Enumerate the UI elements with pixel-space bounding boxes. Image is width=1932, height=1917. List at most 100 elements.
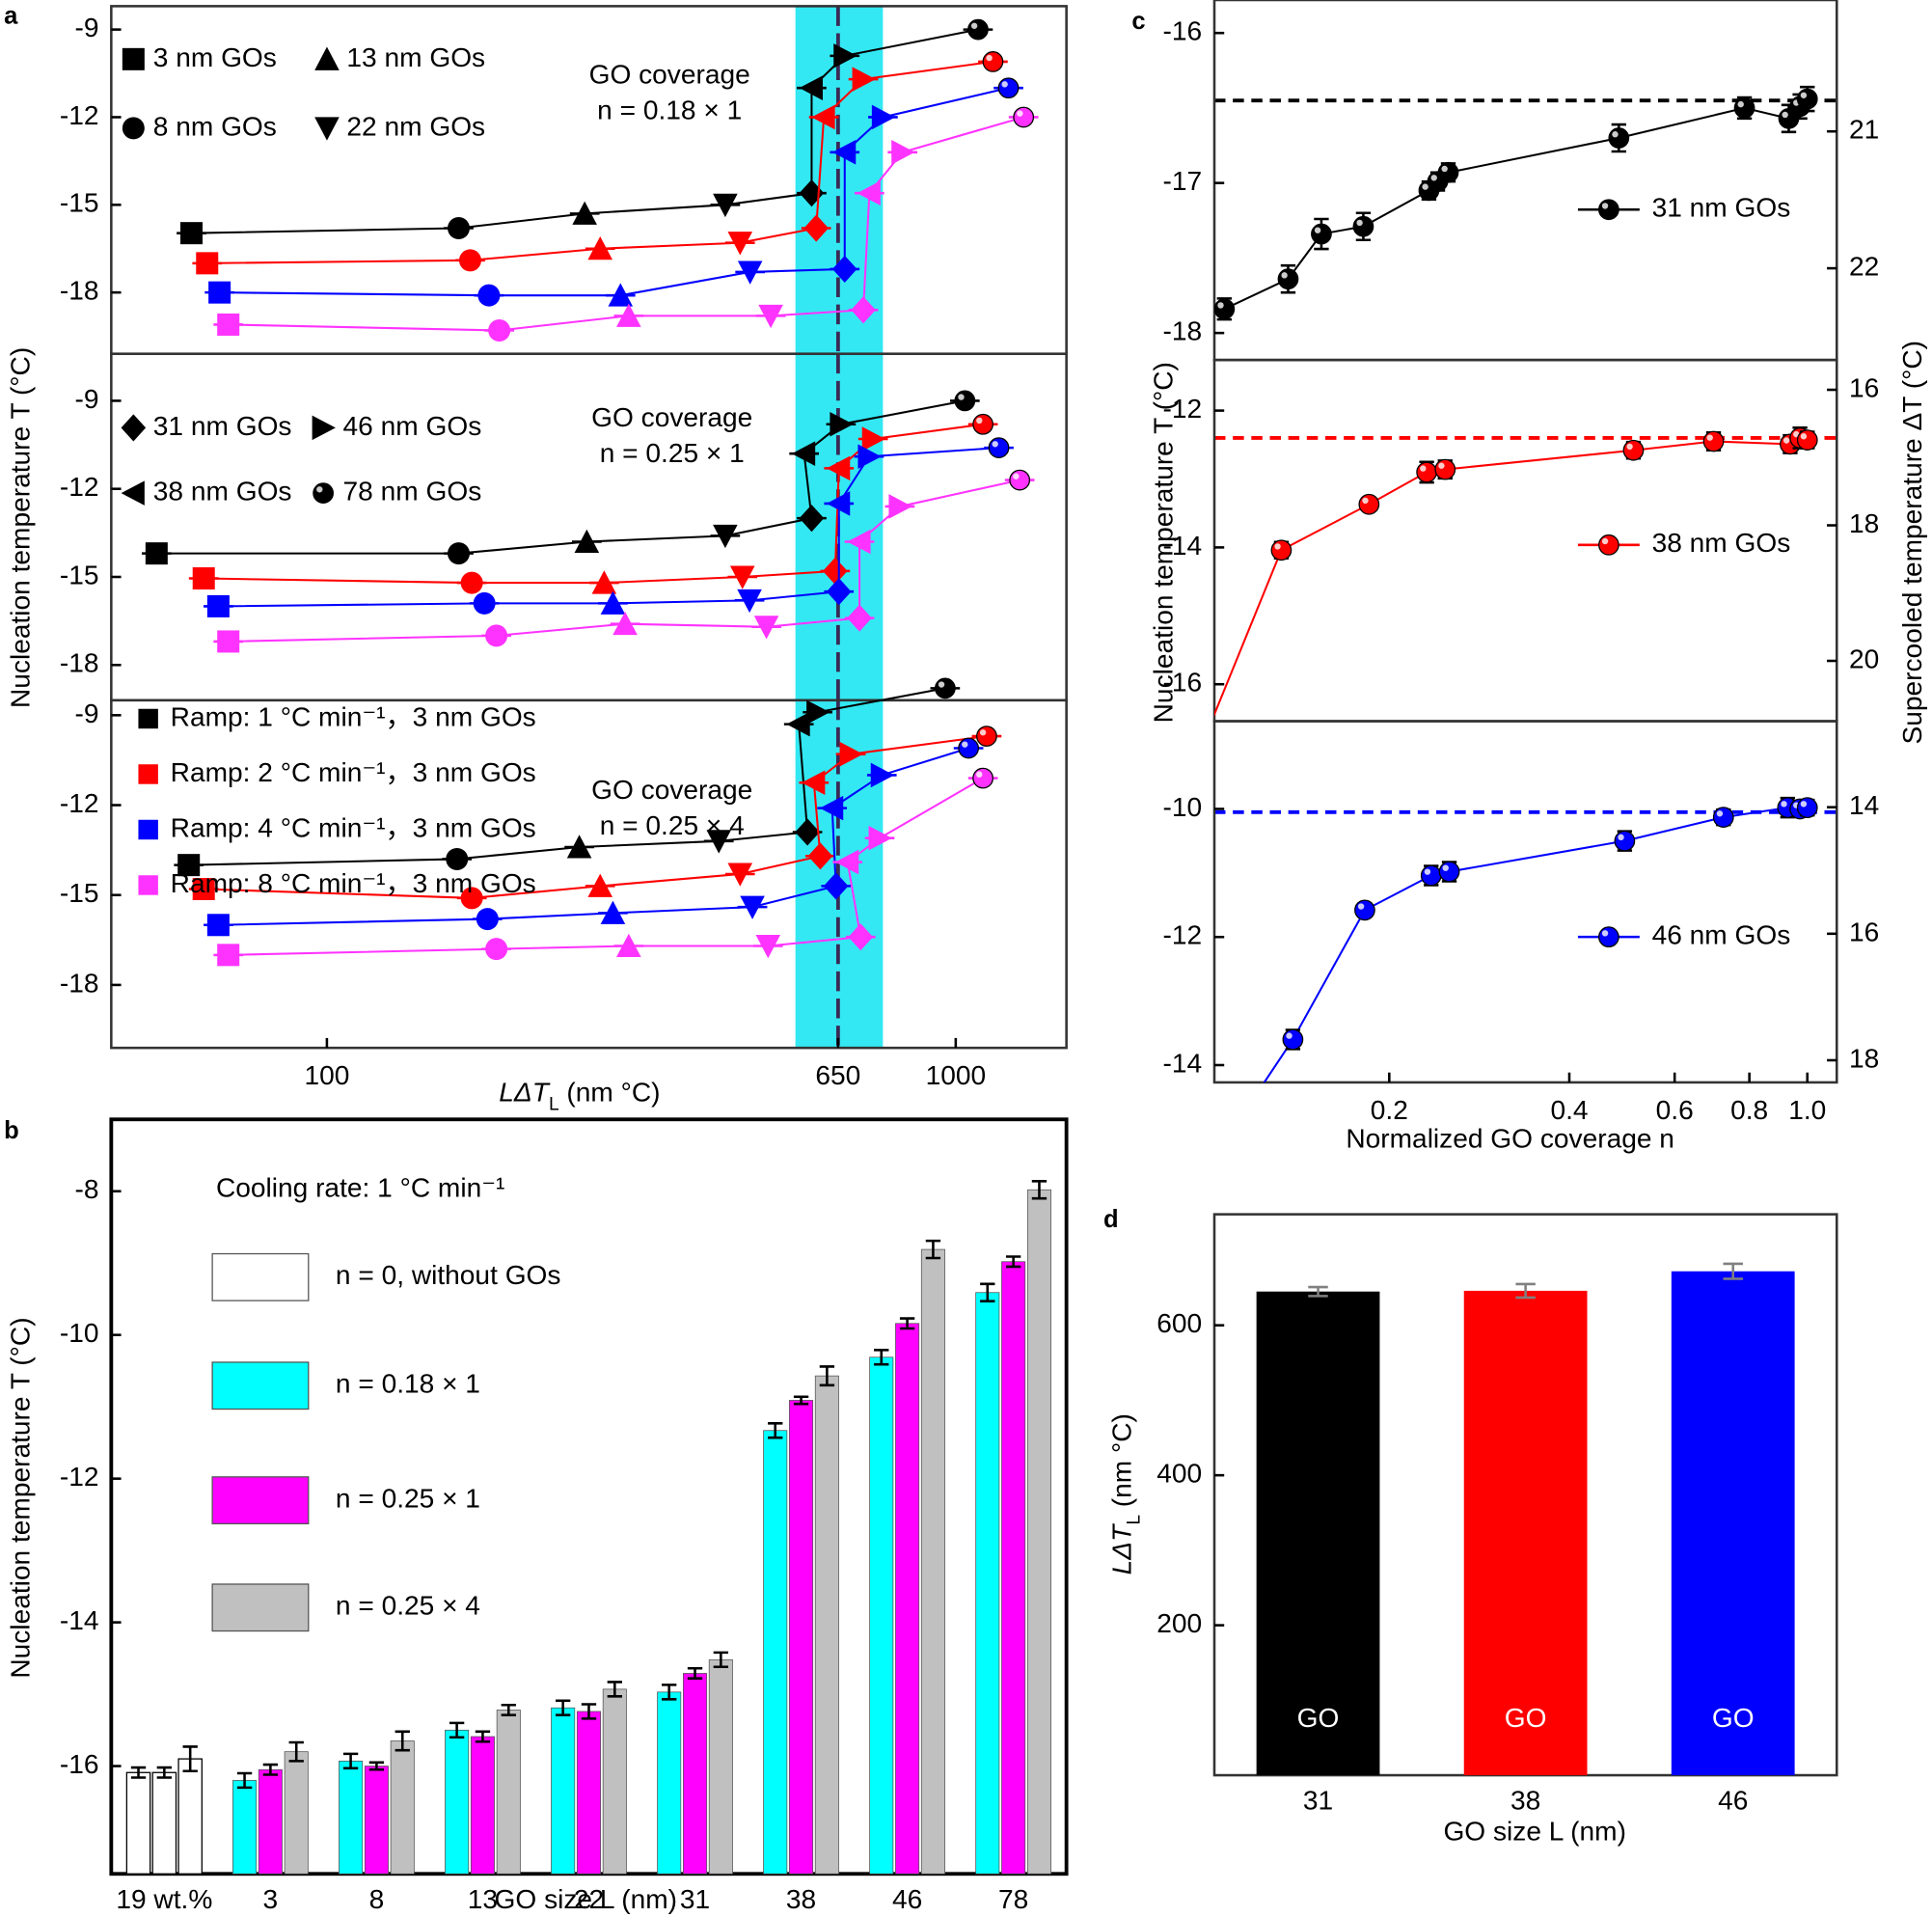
marker <box>616 303 641 327</box>
marker-highlight <box>1430 175 1437 181</box>
marker <box>713 524 738 549</box>
marker <box>1181 763 1200 782</box>
legend-swatch <box>211 1361 310 1410</box>
legend-swatch <box>211 1252 310 1301</box>
annotation: n = 0.18 × 1 <box>597 96 742 125</box>
marker <box>811 104 835 130</box>
x-tick-label: THF <box>138 1913 191 1917</box>
error-bar <box>925 1239 941 1260</box>
error-bar <box>899 1317 915 1330</box>
marker <box>1213 298 1236 320</box>
marker <box>888 494 912 519</box>
legend-label: 8 nm GOs <box>153 111 277 141</box>
error-bar <box>182 1745 198 1773</box>
bar <box>683 1673 708 1875</box>
marker <box>826 578 852 606</box>
marker <box>587 873 612 897</box>
axis-label: LΔTL (nm °C) <box>1107 1413 1144 1575</box>
marker <box>1622 439 1645 461</box>
marker <box>806 699 830 726</box>
marker-highlight <box>1001 81 1008 88</box>
bar <box>602 1688 627 1875</box>
legend-label: 31 nm GOs <box>153 411 292 441</box>
bar <box>869 1356 894 1875</box>
panel: -8 -10 -12 -14 -16 b Nucleation temperature T … <box>4 1117 1069 1917</box>
marker <box>851 296 876 324</box>
marker <box>591 570 617 594</box>
y2-tick-label: 18 <box>1849 1043 1879 1073</box>
error-bar <box>130 1766 147 1779</box>
marker <box>145 542 168 565</box>
bar <box>151 1771 177 1875</box>
error-bar <box>713 1651 729 1669</box>
marker <box>758 304 783 329</box>
marker-highlight <box>1217 302 1224 309</box>
marker <box>217 313 240 336</box>
bar <box>339 1760 364 1875</box>
y-tick-label: -15 <box>60 188 99 218</box>
y2-tick-label: 20 <box>1849 644 1879 673</box>
marker-highlight <box>1356 219 1363 227</box>
x-tick-label: 31 <box>1303 1786 1333 1816</box>
marker <box>179 222 203 245</box>
marker-highlight <box>938 681 945 688</box>
marker <box>737 589 762 614</box>
bar <box>920 1248 945 1875</box>
panel: -10 -12 -14 14 16 18 0.2 0.4 0.6 0.8 1.0 Normalized… <box>1163 720 1879 1203</box>
legend-marker <box>1598 199 1619 221</box>
legend-label: 46 nm GOs <box>1652 920 1791 950</box>
y-tick-label: -15 <box>60 878 99 908</box>
marker <box>737 260 763 285</box>
bar <box>1001 1261 1026 1875</box>
marker-highlight <box>1017 110 1023 117</box>
marker <box>1614 830 1636 852</box>
axis-label-part: LΔT <box>499 1078 550 1108</box>
annotation: GO coverage <box>591 775 752 805</box>
marker <box>972 413 993 435</box>
marker <box>857 180 881 205</box>
error-bar <box>687 1666 703 1680</box>
error-bar <box>395 1730 410 1752</box>
bar-label: GO <box>1712 1703 1755 1733</box>
marker <box>834 849 859 875</box>
series-group <box>1181 796 1818 1203</box>
y2-tick-label: 21 <box>1849 115 1879 145</box>
marker <box>740 895 765 919</box>
marker <box>485 624 508 647</box>
marker <box>473 591 496 615</box>
marker <box>1181 1184 1200 1203</box>
panel-letter: b <box>4 1117 19 1144</box>
marker <box>976 726 997 747</box>
frame <box>110 352 1068 702</box>
marker-highlight <box>1706 434 1713 441</box>
marker <box>830 411 854 437</box>
y-tick-label: -10 <box>60 1318 99 1348</box>
marker <box>935 677 956 699</box>
marker <box>1420 864 1442 887</box>
bar <box>125 1771 151 1875</box>
marker <box>861 426 885 452</box>
error-bar <box>368 1761 385 1771</box>
marker <box>458 249 481 272</box>
marker <box>460 571 483 594</box>
bar <box>1026 1189 1051 1875</box>
error-bar <box>1005 1255 1021 1269</box>
y2-tick-label: 22 <box>1849 251 1879 281</box>
error-bar <box>475 1730 491 1743</box>
y2-tick-label: 16 <box>1849 372 1879 402</box>
marker-highlight <box>1441 165 1448 173</box>
marker <box>488 319 511 342</box>
error-bar <box>1308 1285 1328 1298</box>
bar <box>1671 1271 1795 1776</box>
marker <box>566 835 592 859</box>
legend-label: Ramp: 4 °C min⁻¹，3 nm GOs <box>171 812 536 842</box>
axis-label: Nucleation temperature T (°C) <box>1148 362 1178 723</box>
marker-highlight <box>1782 111 1788 119</box>
marker-highlight <box>970 22 978 29</box>
marker <box>706 830 732 854</box>
y-tick-label: -14 <box>1163 531 1203 561</box>
marker <box>823 872 849 900</box>
bar <box>814 1375 839 1875</box>
y-tick-label: -12 <box>1163 394 1203 424</box>
marker <box>891 140 915 165</box>
